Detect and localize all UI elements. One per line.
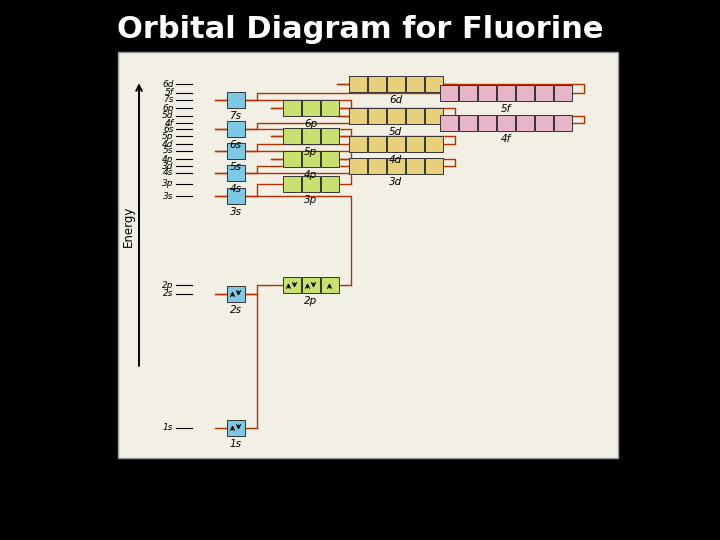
Bar — [425, 159, 443, 174]
Bar — [387, 108, 405, 124]
Bar — [282, 151, 300, 167]
Bar — [227, 143, 245, 159]
Bar — [302, 176, 320, 192]
Bar — [425, 108, 443, 124]
Text: 5f: 5f — [165, 88, 174, 97]
Text: 4p: 4p — [162, 154, 174, 164]
Text: 5p: 5p — [162, 132, 174, 141]
Bar — [320, 278, 338, 293]
Text: 5s: 5s — [163, 146, 174, 155]
Text: 2p: 2p — [304, 296, 317, 307]
Bar — [405, 159, 423, 174]
Text: 3p: 3p — [162, 179, 174, 188]
Bar — [227, 286, 245, 301]
Text: 2p: 2p — [162, 281, 174, 290]
Bar — [405, 108, 423, 124]
Text: 1s: 1s — [163, 423, 174, 432]
Text: 4s: 4s — [230, 184, 241, 194]
Bar — [320, 100, 338, 116]
Bar — [554, 115, 572, 131]
Text: 4f: 4f — [165, 119, 174, 127]
Text: 6s: 6s — [230, 140, 241, 150]
Text: 5d: 5d — [162, 111, 174, 120]
Bar — [302, 100, 320, 116]
Text: 3d: 3d — [162, 162, 174, 171]
Bar — [516, 85, 534, 100]
Text: 4p: 4p — [304, 170, 317, 180]
Text: 6s: 6s — [163, 125, 174, 133]
Text: 7s: 7s — [163, 96, 174, 104]
Bar — [282, 278, 300, 293]
Bar — [477, 85, 495, 100]
Bar — [348, 77, 366, 92]
Bar — [405, 136, 423, 152]
Bar — [459, 115, 477, 131]
Text: 6d: 6d — [162, 80, 174, 89]
Bar — [497, 115, 515, 131]
Text: 7s: 7s — [230, 111, 241, 121]
Bar — [348, 136, 366, 152]
Bar — [302, 151, 320, 167]
Bar — [302, 278, 320, 293]
Text: 2s: 2s — [163, 289, 174, 298]
Text: 4d: 4d — [162, 140, 174, 149]
Bar — [425, 136, 443, 152]
Text: 6p: 6p — [304, 119, 317, 129]
Text: 3s: 3s — [163, 192, 174, 201]
Bar — [439, 85, 457, 100]
Text: 3d: 3d — [389, 178, 402, 187]
Text: 6d: 6d — [389, 96, 402, 105]
Text: 3p: 3p — [304, 195, 317, 205]
Bar — [387, 77, 405, 92]
Bar — [227, 420, 245, 436]
Bar — [516, 115, 534, 131]
Bar — [425, 77, 443, 92]
Bar — [227, 121, 245, 137]
Bar — [227, 92, 245, 108]
Bar — [227, 188, 245, 204]
Text: 5p: 5p — [304, 147, 317, 158]
Bar — [302, 129, 320, 144]
Bar — [320, 129, 338, 144]
Text: 4s: 4s — [163, 168, 174, 178]
Text: 6p: 6p — [162, 104, 174, 112]
Bar — [405, 77, 423, 92]
Bar — [387, 136, 405, 152]
Bar — [534, 115, 552, 131]
Text: Energy: Energy — [122, 206, 135, 247]
Bar — [367, 159, 385, 174]
Bar — [282, 129, 300, 144]
Bar — [554, 85, 572, 100]
Bar — [227, 165, 245, 181]
Text: 5s: 5s — [230, 161, 241, 172]
Bar — [367, 136, 385, 152]
Text: 5d: 5d — [389, 127, 402, 137]
Text: Orbital Diagram for Fluorine: Orbital Diagram for Fluorine — [117, 16, 603, 44]
Text: 2s: 2s — [230, 305, 241, 315]
Bar — [320, 151, 338, 167]
Bar — [348, 159, 366, 174]
Bar — [477, 115, 495, 131]
Text: 3s: 3s — [230, 207, 241, 217]
Bar — [118, 52, 618, 458]
Bar — [497, 85, 515, 100]
Text: 1s: 1s — [230, 438, 241, 449]
Bar — [367, 108, 385, 124]
Text: 4f: 4f — [500, 134, 510, 144]
Bar — [534, 85, 552, 100]
Text: 4d: 4d — [389, 155, 402, 165]
Bar — [282, 100, 300, 116]
Bar — [320, 176, 338, 192]
Text: 5f: 5f — [500, 104, 510, 113]
Bar — [387, 159, 405, 174]
Bar — [439, 115, 457, 131]
Bar — [348, 108, 366, 124]
Bar — [367, 77, 385, 92]
Bar — [282, 176, 300, 192]
Bar — [459, 85, 477, 100]
